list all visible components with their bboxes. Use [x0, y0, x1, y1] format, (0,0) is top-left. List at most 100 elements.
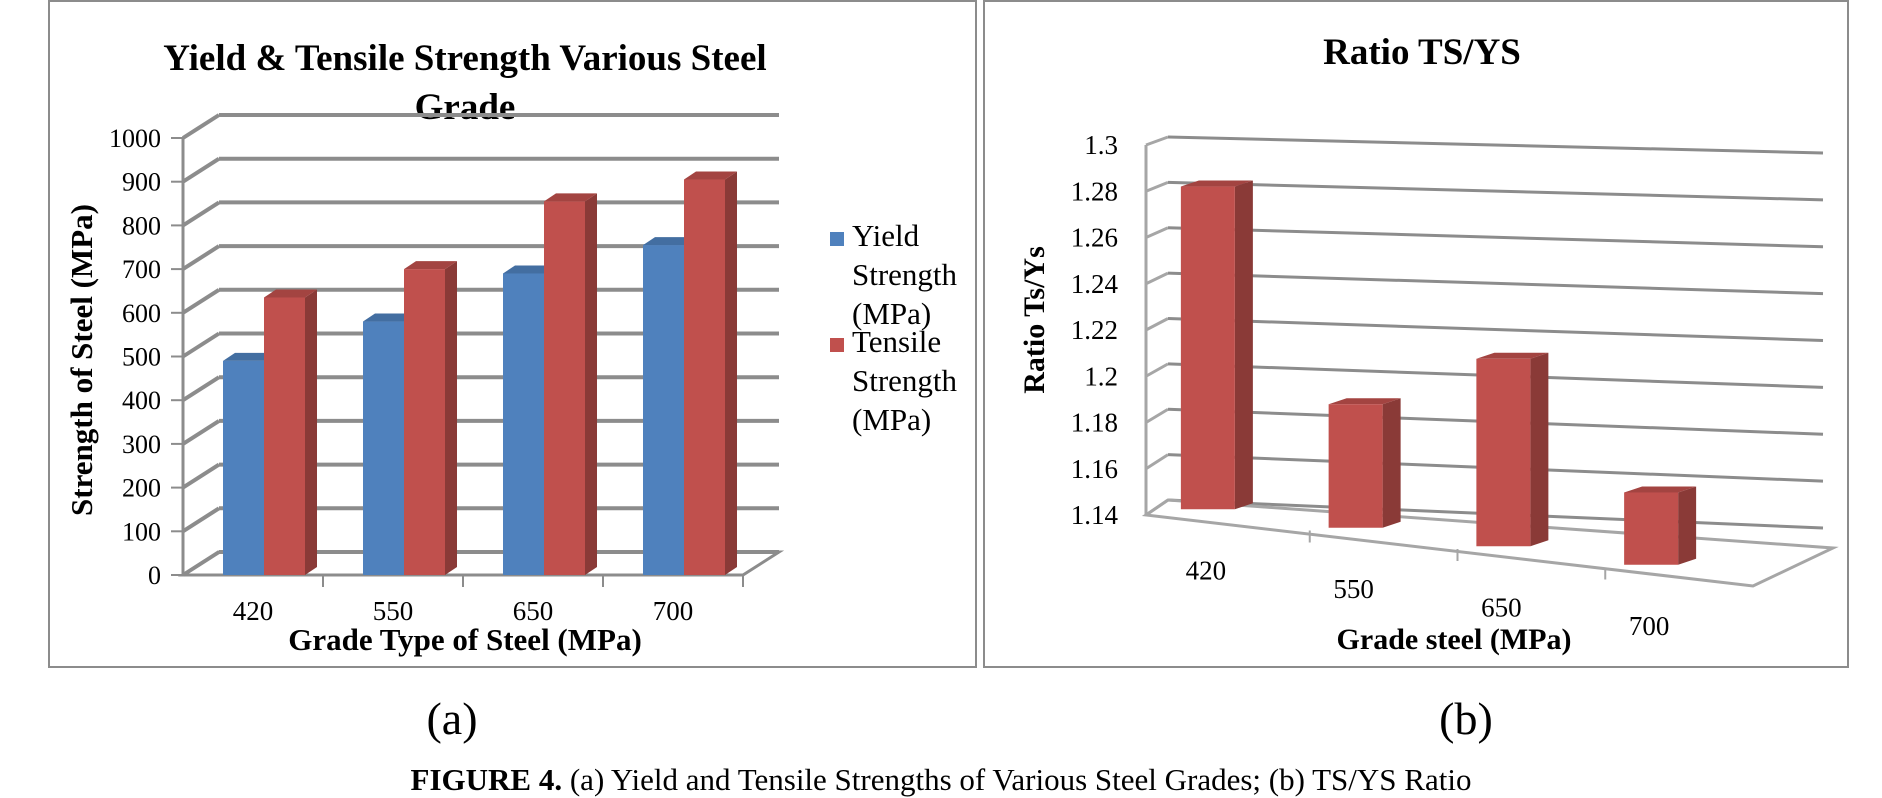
chart-a-ytick-label: 400 — [122, 386, 161, 415]
chart-b-sidewall-gridline — [1145, 271, 1169, 286]
chart-b-gridline — [1167, 271, 1824, 296]
chart-b-sidewall-gridline — [1145, 135, 1169, 147]
subfigure-label-b: (b) — [1439, 693, 1493, 744]
chart-a-legend-swatch — [830, 232, 844, 246]
chart-b-xtick-label: 650 — [1481, 592, 1522, 622]
chart-a-legend-label: Yield — [852, 218, 920, 253]
chart-a-xtick-label: 700 — [653, 596, 694, 626]
chart-a-bar-top — [264, 289, 317, 298]
chart-b-ytick-label: 1.18 — [1071, 408, 1118, 438]
chart-a-bar-side — [585, 193, 597, 576]
chart-b-ytick-label: 1.24 — [1071, 269, 1119, 299]
chart-a-bar-top — [503, 265, 556, 274]
chart-b-title: Ratio TS/YS — [1323, 32, 1521, 73]
chart-a-ytick-label: 1000 — [109, 124, 161, 153]
chart-a-xtick-label: 550 — [373, 596, 414, 626]
chart-a-legend-label: (MPa) — [852, 402, 931, 437]
caption-number: FIGURE 4. — [410, 762, 563, 797]
chart-a-bar — [223, 360, 264, 575]
chart-a-sidewall-gridline — [181, 506, 221, 533]
chart-a-sidewall-gridline — [181, 157, 221, 184]
chart-b-sidewall-gridline — [1145, 453, 1169, 471]
chart-a-ytick-label: 600 — [122, 299, 161, 328]
chart-a-xtick-label: 650 — [513, 596, 554, 626]
chart-b-gridline — [1167, 317, 1824, 342]
chart-b-ytick-label: 1.28 — [1071, 176, 1118, 206]
chart-b-ytick-label: 1.16 — [1071, 454, 1118, 484]
chart-a-bar — [544, 201, 585, 576]
chart-a-legend-label: Tensile — [852, 324, 941, 359]
chart-b-bar — [1328, 404, 1383, 528]
chart-a-ytick-label: 500 — [122, 343, 161, 372]
chart-b-ytick-label: 1.14 — [1071, 500, 1119, 530]
chart-a-bar — [643, 245, 684, 575]
chart-a-bar — [363, 321, 404, 575]
chart-a-bar-side — [445, 261, 457, 575]
chart-b-xtick-label: 700 — [1629, 611, 1670, 641]
chart-b-gridline — [1167, 180, 1824, 202]
chart-a-legend-label: (MPa) — [852, 296, 931, 331]
chart-b-bar-side — [1530, 352, 1549, 547]
chart-b-bar-top — [1328, 398, 1401, 405]
chart-b-xtick-label: 420 — [1186, 555, 1227, 585]
chart-b-bar — [1624, 492, 1679, 565]
chart-a-bar-top — [223, 352, 276, 361]
chart-a-bar-side — [305, 289, 317, 575]
chart-a-bar — [503, 273, 544, 575]
chart-a-bar-top — [363, 313, 416, 322]
chart-a-legend-label: Strength — [852, 257, 958, 292]
chart-a-y-axis-label: Strength of Steel (MPa) — [64, 204, 99, 516]
chart-a-ytick-label: 200 — [122, 474, 161, 503]
chart-b-sidewall-gridline — [1145, 180, 1169, 193]
chart-a-ytick-label: 300 — [122, 430, 161, 459]
chart-b-ytick-label: 1.26 — [1071, 223, 1118, 253]
chart-a-title-line-2: Grade — [415, 87, 516, 128]
chart-a-sidewall-gridline — [181, 288, 221, 315]
chart-b-bar-side — [1234, 180, 1253, 510]
chart-b-bar-side — [1678, 486, 1697, 565]
chart-b-gridline — [1167, 226, 1824, 249]
chart-b-svg: Ratio TS/YS 1.14 1.16 1.18 1.2 1.22 1.24 1.26 1.… — [1018, 32, 1839, 656]
chart-a-xtick-label: 420 — [233, 596, 274, 626]
chart-a-bar-top — [643, 237, 696, 246]
chart-a-sidewall-gridline — [181, 200, 221, 228]
chart-b-bar-top — [1476, 352, 1549, 359]
chart-b-ytick-label: 1.22 — [1071, 315, 1118, 345]
chart-a-legend-swatch — [830, 338, 844, 352]
chart-b-sidewall-gridline — [1145, 317, 1169, 332]
chart-a-ytick-label: 0 — [148, 561, 161, 590]
chart-b-sidewall-gridline — [1145, 226, 1169, 239]
chart-b-x-axis-label: Grade steel (MPa) — [1337, 623, 1572, 656]
chart-a-legend-label: Strength — [852, 363, 958, 398]
chart-b-xtick-label: 550 — [1333, 574, 1374, 604]
chart-b-sidewall-gridline — [1145, 362, 1169, 378]
chart-a-sidewall-gridline — [181, 419, 221, 446]
chart-a-bar — [264, 297, 305, 575]
chart-a-ytick-label: 100 — [122, 517, 161, 546]
chart-b-bar-top — [1624, 486, 1697, 493]
chart-a-ytick-label: 700 — [122, 255, 161, 284]
chart-b-bar-side — [1382, 398, 1401, 528]
chart-a-ytick-label: 900 — [122, 168, 161, 197]
subfigure-label-a: (a) — [426, 693, 478, 744]
chart-b-ytick-label: 1.2 — [1084, 361, 1118, 391]
chart-a-sidewall-gridline — [181, 244, 221, 271]
chart-b-sidewall-gridline — [1145, 407, 1169, 424]
figure-caption: FIGURE 4. (a) Yield and Tensile Strength… — [0, 762, 1882, 798]
chart-a-bar — [404, 269, 445, 575]
chart-a-bar-top — [544, 193, 597, 202]
chart-a-title-line-1: Yield & Tensile Strength Various Steel — [163, 38, 766, 79]
chart-a-bar-top — [404, 261, 457, 270]
chart-a-sidewall-gridline — [181, 375, 221, 402]
chart-b-ytick-label: 1.3 — [1084, 130, 1118, 160]
chart-b-y-axis-label: Ratio Ts/Ys — [1018, 246, 1051, 394]
chart-b-bar-top — [1180, 180, 1253, 187]
chart-b-floor — [1141, 498, 1839, 588]
chart-a-x-axis-label: Grade Type of Steel (MPa) — [288, 622, 642, 657]
caption-text: (a) Yield and Tensile Strengths of Vario… — [569, 762, 1472, 797]
chart-b-bar — [1180, 186, 1235, 510]
chart-panel-b — [983, 0, 1849, 668]
chart-a-bar — [684, 179, 725, 575]
chart-a-ytick-label: 800 — [122, 211, 161, 240]
chart-b-gridline — [1167, 135, 1824, 155]
